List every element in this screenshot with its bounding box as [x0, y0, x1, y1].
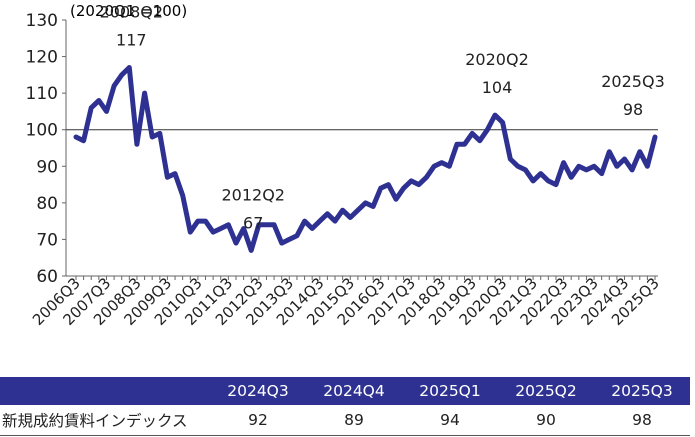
table-cell: 89 — [306, 405, 402, 436]
y-tick-label: 60 — [36, 267, 58, 287]
table-row-label: 新規成約賃料インデックス — [0, 405, 210, 436]
series-line — [73, 65, 658, 253]
y-tick-label: 100 — [26, 121, 58, 141]
table-cell: 90 — [498, 405, 594, 436]
table-row: 新規成約賃料インデックス 92 89 94 90 98 — [0, 405, 690, 436]
annotation-label: 2020Q2 — [465, 50, 529, 69]
annotation-label: 2008Q2 — [100, 3, 164, 22]
unit-note: (2020Q1 =100) — [70, 2, 187, 20]
y-tick-label: 120 — [26, 48, 58, 68]
table-header-row: 2024Q3 2024Q4 2025Q1 2025Q2 2025Q3 — [0, 377, 690, 405]
table-header-cell: 2025Q2 — [498, 377, 594, 405]
table-cell: 94 — [402, 405, 498, 436]
annotation-label: 117 — [116, 31, 147, 50]
y-tick-label: 80 — [36, 194, 58, 214]
y-tick-label: 70 — [36, 230, 58, 250]
table-header-cell: 2025Q1 — [402, 377, 498, 405]
table-header-cell: 2024Q4 — [306, 377, 402, 405]
summary-table: 2024Q3 2024Q4 2025Q1 2025Q2 2025Q3 新規成約賃… — [0, 377, 690, 436]
y-tick-label: 90 — [36, 157, 58, 177]
table-header-cell: 2024Q3 — [210, 377, 306, 405]
table-cell: 98 — [594, 405, 690, 436]
annotation-label: 104 — [482, 78, 513, 97]
annotation-label: 98 — [623, 100, 643, 119]
rent-index-line-chart: 607080901001101201302006Q32007Q32008Q320… — [26, 2, 665, 329]
table-header-blank — [0, 377, 210, 405]
annotation-label: 2025Q3 — [601, 72, 665, 91]
annotation-label: 2012Q2 — [221, 185, 285, 204]
y-tick-label: 110 — [26, 84, 58, 104]
table-cell: 92 — [210, 405, 306, 436]
table-header-cell: 2025Q3 — [594, 377, 690, 405]
annotation-label: 67 — [243, 213, 263, 232]
y-tick-label: 130 — [26, 11, 58, 31]
